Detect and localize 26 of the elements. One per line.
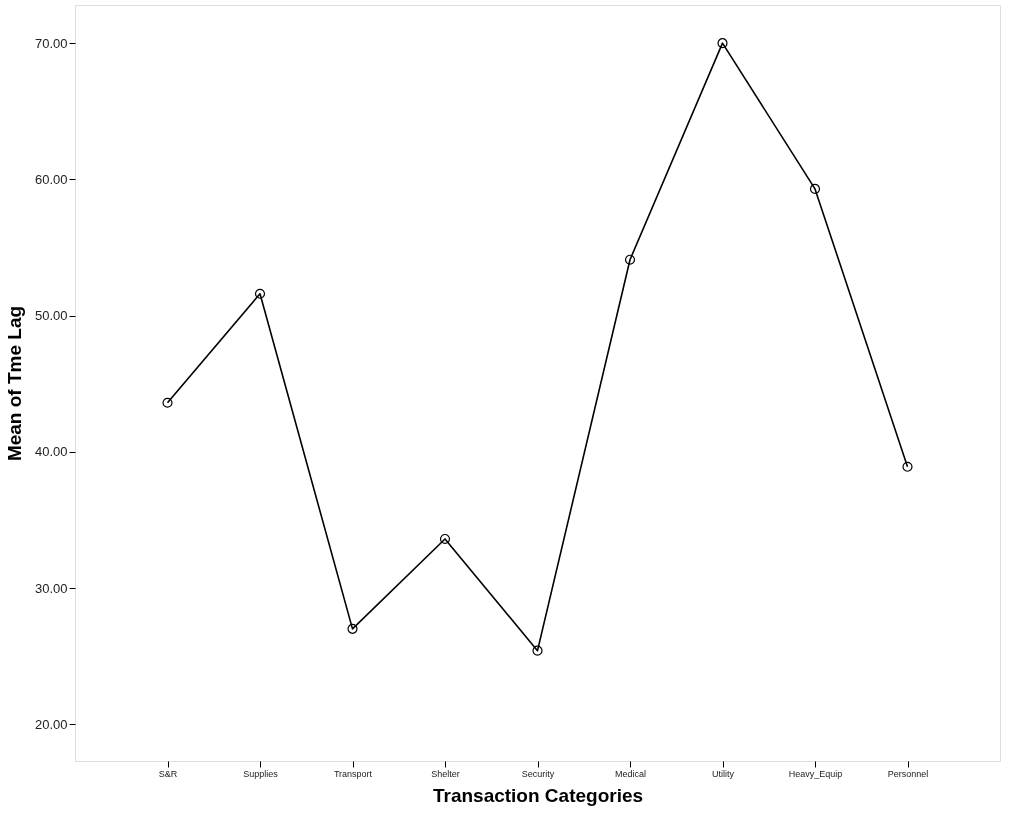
point [254,288,266,299]
y-tick-label: 50.00 [34,308,68,324]
x-axis-title: Transaction Categories [432,784,644,806]
x-tick-label: Security [521,768,555,779]
x-tick-label: Utility [712,768,735,779]
point [439,533,451,545]
x-tick-label: S&R [158,768,178,779]
point [902,461,913,472]
x-tick-label: Transport [333,768,373,779]
point [809,183,821,194]
x-tick-label: Supplies [243,768,279,779]
y-axis-title: Mean of Tme Lag [3,305,25,462]
y-tick-label: 40.00 [34,444,68,460]
y-tick-label: 60.00 [34,171,68,187]
x-tick-label: Medical [614,768,647,779]
x-tick-label: Shelter [431,768,460,779]
y-tick-label: 30.00 [34,580,68,596]
point [532,645,543,656]
x-tick-label: Heavy_Equip [788,768,843,779]
x-tick-label: Personnel [887,768,929,779]
y-tick-label: 20.00 [34,716,68,732]
y-tick-label: 70.00 [34,35,68,51]
point [624,254,636,265]
point [347,623,358,634]
point [162,397,173,408]
point [717,38,728,49]
